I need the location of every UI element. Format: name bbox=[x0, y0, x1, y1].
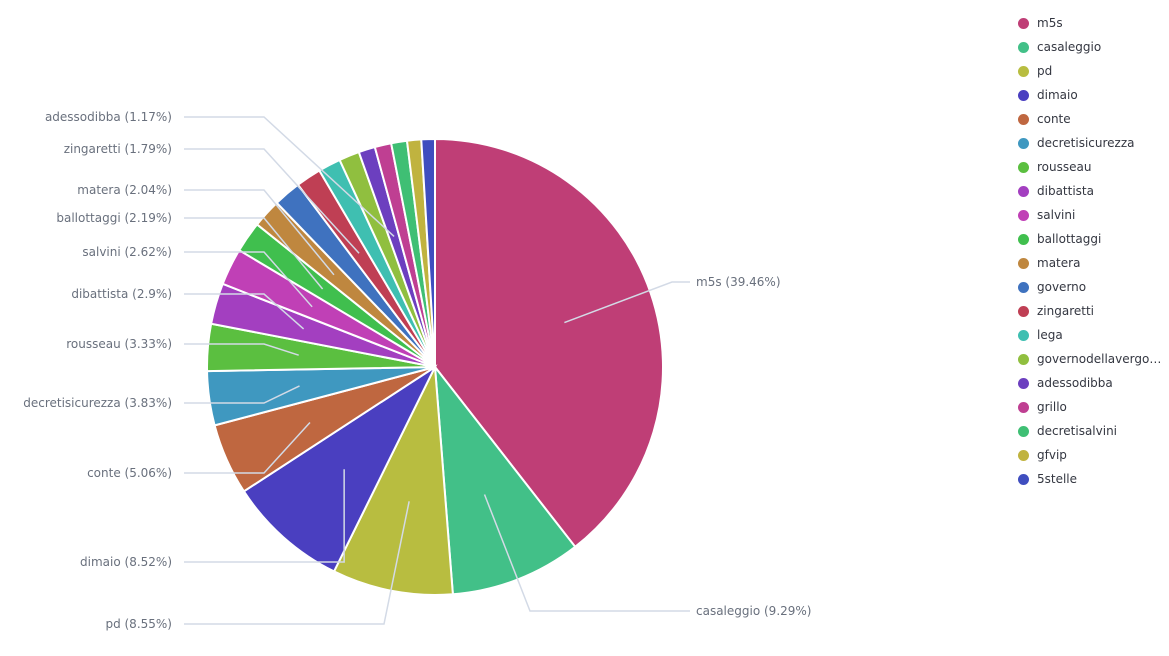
callout-line bbox=[564, 281, 690, 324]
callout-line bbox=[184, 422, 311, 474]
callout-line bbox=[184, 293, 305, 330]
legend-item[interactable]: pd bbox=[1018, 59, 1168, 83]
legend-swatch bbox=[1018, 401, 1029, 413]
callout-label: matera (2.04%) bbox=[77, 183, 172, 197]
legend-label: zingaretti bbox=[1037, 304, 1095, 318]
legend-item[interactable]: gfvip bbox=[1018, 443, 1168, 467]
legend-swatch bbox=[1018, 113, 1029, 125]
legend-label: salvini bbox=[1037, 208, 1076, 222]
pie-slice-5stelle[interactable] bbox=[420, 137, 436, 368]
callout-line bbox=[184, 148, 360, 254]
legend-label: grillo bbox=[1037, 400, 1067, 414]
legend-swatch bbox=[1018, 233, 1029, 245]
pie-slice-m5s[interactable] bbox=[434, 137, 664, 549]
callout-line bbox=[184, 501, 410, 625]
callout-label: m5s (39.46%) bbox=[696, 275, 781, 289]
callout-label: pd (8.55%) bbox=[105, 617, 172, 631]
callout-label: adessodibba (1.17%) bbox=[45, 110, 172, 124]
callout-line bbox=[184, 217, 324, 290]
legend-label: governo bbox=[1037, 280, 1087, 294]
callout-line bbox=[184, 469, 345, 563]
legend-item[interactable]: rousseau bbox=[1018, 155, 1168, 179]
legend-item[interactable]: 5stelle bbox=[1018, 467, 1168, 491]
callout-label: zingaretti (1.79%) bbox=[64, 142, 172, 156]
legend-item[interactable]: governodellavergog... bbox=[1018, 347, 1168, 371]
legend-swatch bbox=[1018, 377, 1029, 389]
callout-line bbox=[184, 116, 395, 238]
pie-slice-dimaio[interactable] bbox=[242, 364, 438, 573]
legend-label: governodellavergog... bbox=[1037, 352, 1165, 366]
legend-swatch bbox=[1018, 41, 1029, 53]
legend-item[interactable]: casaleggio bbox=[1018, 35, 1168, 59]
legend-label: dibattista bbox=[1037, 184, 1094, 198]
legend-label: gfvip bbox=[1037, 448, 1067, 462]
legend-label: m5s bbox=[1037, 16, 1063, 30]
legend-swatch bbox=[1018, 89, 1029, 101]
legend-swatch bbox=[1018, 353, 1029, 365]
legend-item[interactable]: dibattista bbox=[1018, 179, 1168, 203]
legend-swatch bbox=[1018, 257, 1029, 269]
legend-label: decretisicurezza bbox=[1037, 136, 1135, 150]
legend-label: lega bbox=[1037, 328, 1063, 342]
callout-label: dimaio (8.52%) bbox=[80, 555, 172, 569]
legend-item[interactable]: ballottaggi bbox=[1018, 227, 1168, 251]
legend-item[interactable]: dimaio bbox=[1018, 83, 1168, 107]
legend-label: 5stelle bbox=[1037, 472, 1078, 486]
legend-swatch bbox=[1018, 449, 1029, 461]
legend-swatch bbox=[1018, 65, 1029, 77]
legend-swatch bbox=[1018, 17, 1029, 29]
legend-swatch bbox=[1018, 305, 1029, 317]
callout-line bbox=[483, 494, 690, 612]
legend-item[interactable]: decretisalvini bbox=[1018, 419, 1168, 443]
legend-swatch bbox=[1018, 185, 1029, 197]
legend-label: pd bbox=[1037, 64, 1053, 78]
legend-label: adessodibba bbox=[1037, 376, 1113, 390]
callout-label: salvini (2.62%) bbox=[82, 245, 172, 259]
legend-item[interactable]: matera bbox=[1018, 251, 1168, 275]
callout-line bbox=[184, 343, 299, 356]
legend-swatch bbox=[1018, 425, 1029, 437]
callout-label: conte (5.06%) bbox=[87, 466, 172, 480]
legend-label: conte bbox=[1037, 112, 1071, 126]
callout-line bbox=[184, 385, 300, 404]
legend-item[interactable]: salvini bbox=[1018, 203, 1168, 227]
callout-label: casaleggio (9.29%) bbox=[696, 604, 811, 618]
legend-label: casaleggio bbox=[1037, 40, 1102, 54]
callout-label: decretisicurezza (3.83%) bbox=[23, 396, 172, 410]
legend-item[interactable]: governo bbox=[1018, 275, 1168, 299]
legend-swatch bbox=[1018, 473, 1029, 485]
legend-item[interactable]: adessodibba bbox=[1018, 371, 1168, 395]
legend-item[interactable]: lega bbox=[1018, 323, 1168, 347]
legend-swatch bbox=[1018, 161, 1029, 173]
legend-item[interactable]: decretisicurezza bbox=[1018, 131, 1168, 155]
legend-item[interactable]: grillo bbox=[1018, 395, 1168, 419]
legend-swatch bbox=[1018, 281, 1029, 293]
legend-item[interactable]: conte bbox=[1018, 107, 1168, 131]
pie-chart: m5s (39.46%) casaleggio (9.29%) pd (8.55%)… bbox=[23, 110, 811, 631]
pie-slice-pd[interactable] bbox=[332, 363, 454, 596]
legend-label: matera bbox=[1037, 256, 1081, 270]
legend-label: rousseau bbox=[1037, 160, 1092, 174]
legend-swatch bbox=[1018, 209, 1029, 221]
legend-swatch bbox=[1018, 137, 1029, 149]
legend-item[interactable]: m5s bbox=[1018, 11, 1168, 35]
callout-label: rousseau (3.33%) bbox=[66, 337, 172, 351]
legend-swatch bbox=[1018, 329, 1029, 341]
callout-line bbox=[184, 189, 335, 276]
legend-label: decretisalvini bbox=[1037, 424, 1118, 438]
callout-line bbox=[184, 251, 313, 308]
callout-label: ballottaggi (2.19%) bbox=[56, 211, 172, 225]
pie-slices bbox=[206, 137, 664, 596]
pie-callouts: m5s (39.46%) casaleggio (9.29%) pd (8.55%)… bbox=[23, 110, 811, 631]
legend: m5s casaleggio pd dimaio conte decretisicurez… bbox=[1018, 11, 1168, 491]
legend-label: dimaio bbox=[1037, 88, 1078, 102]
callout-label: dibattista (2.9%) bbox=[71, 287, 172, 301]
legend-label: ballottaggi bbox=[1037, 232, 1102, 246]
legend-item[interactable]: zingaretti bbox=[1018, 299, 1168, 323]
